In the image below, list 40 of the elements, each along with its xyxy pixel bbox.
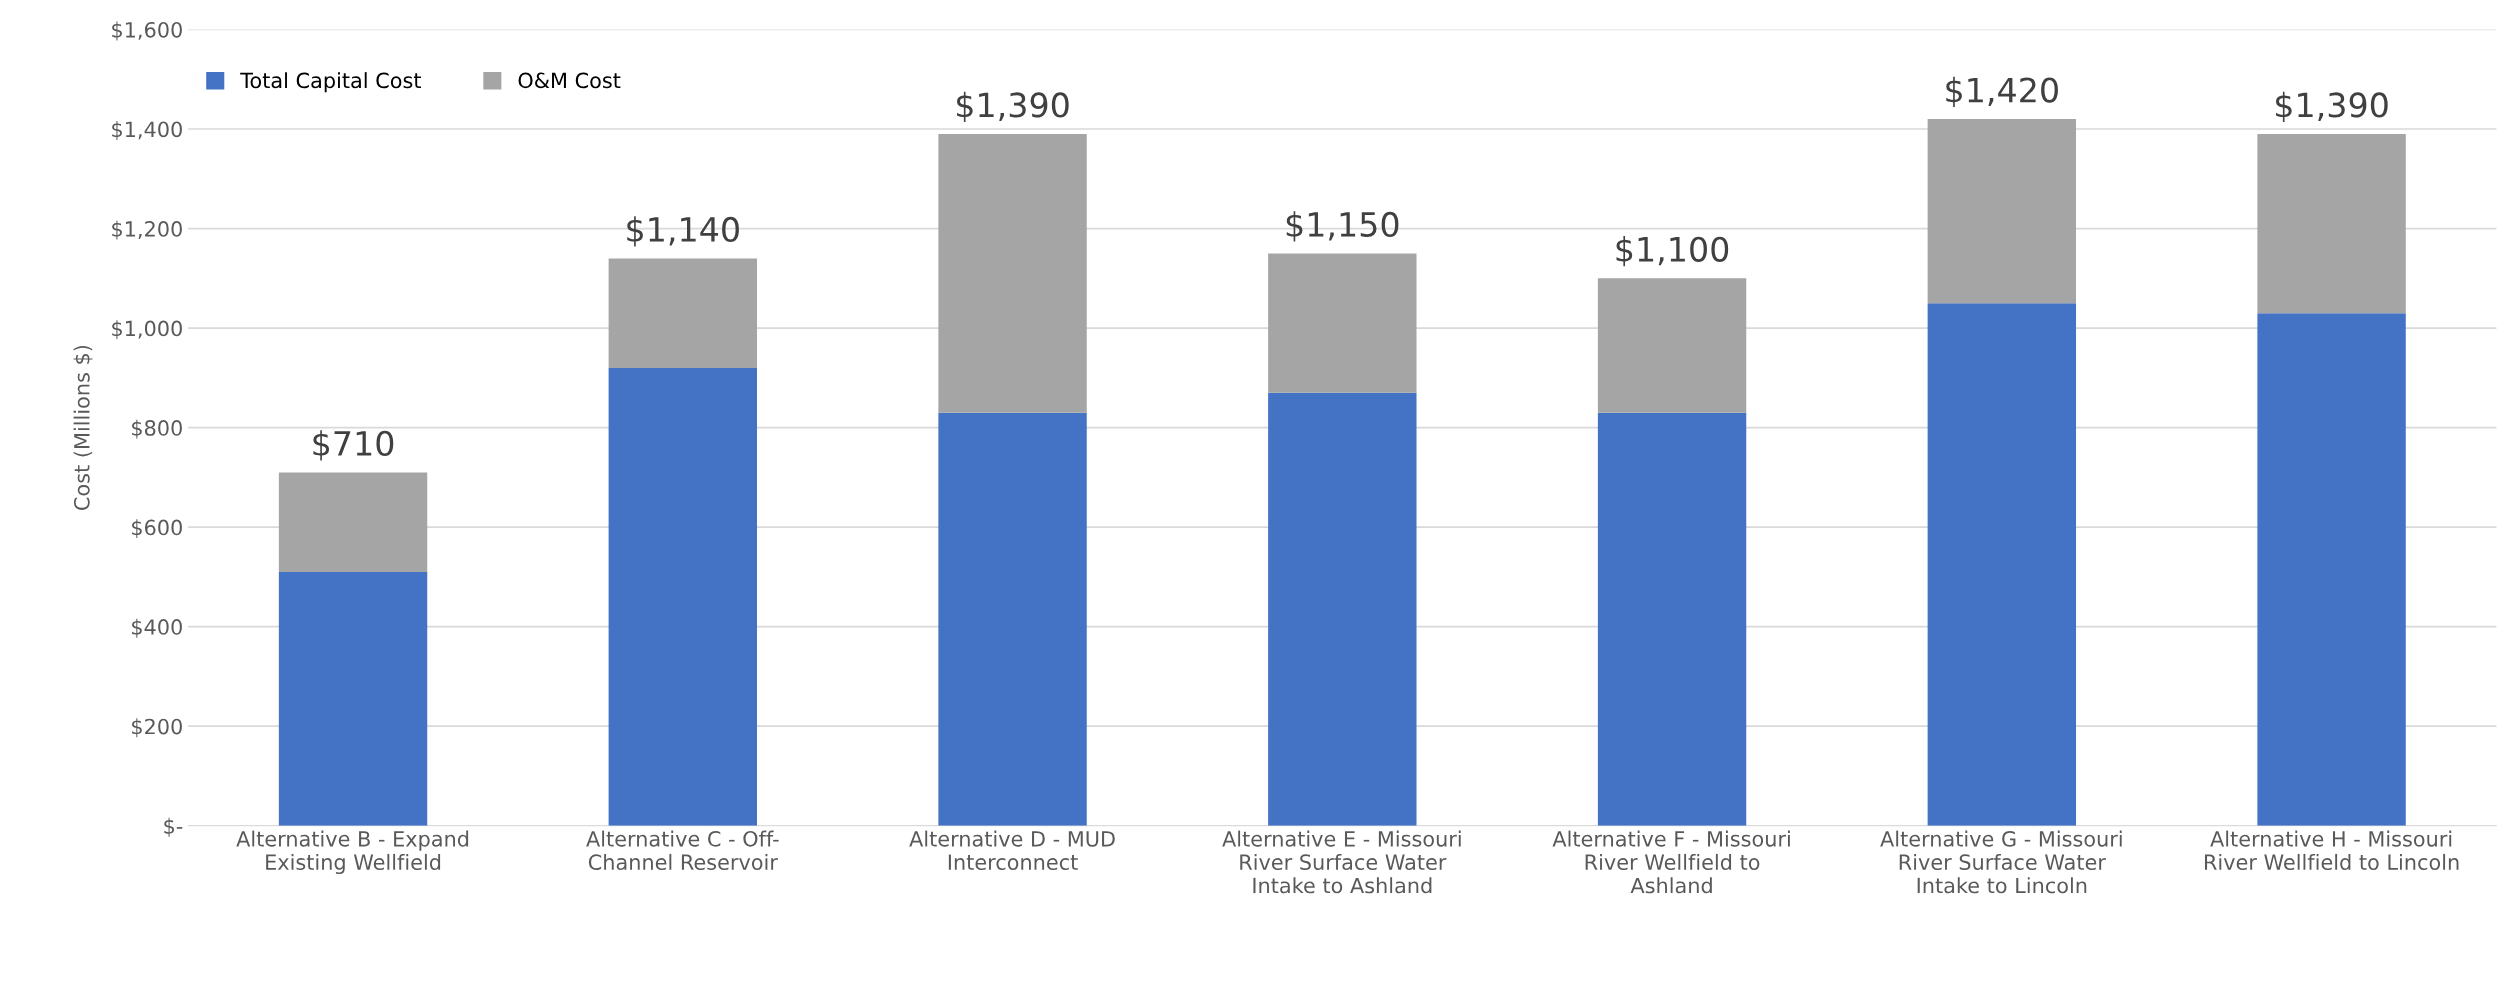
total-label: $710 (313, 430, 394, 461)
bar (1927, 119, 2077, 304)
x-tick-label: Alternative D - MUD Interconnect (909, 830, 1115, 871)
legend-label: Total Capital Cost (240, 72, 422, 93)
bar (938, 134, 1087, 413)
x-tick-label: Alternative B - Expand Existing Wellfield (236, 830, 469, 875)
bar (1268, 253, 1417, 393)
y-tick-label: $800 (132, 419, 182, 439)
y-axis-title: Cost (Millions $) (73, 345, 93, 510)
bar (2257, 313, 2406, 826)
bar (608, 367, 757, 826)
total-label: $1,140 (627, 216, 739, 247)
x-tick-label: Alternative E - Missouri River Surface Water Intake to Ashland (1222, 830, 1461, 894)
bar (1927, 303, 2077, 826)
y-tick-label: $200 (132, 718, 182, 738)
x-tick-label: Alternative G - Missouri River Surface Water Intake to Lincoln (1880, 830, 2122, 894)
y-tick-label: $1,200 (112, 220, 182, 240)
legend-label: O&M Cost (518, 72, 621, 89)
bar (278, 571, 428, 826)
bar (1597, 278, 1747, 413)
total-label: $1,390 (957, 91, 1069, 123)
total-label: $1,100 (1616, 236, 1729, 267)
bar (1268, 392, 1417, 826)
total-label: $1,150 (1286, 211, 1399, 242)
bar (938, 412, 1087, 826)
bar (2257, 134, 2406, 314)
y-tick-label: $1,000 (112, 320, 182, 340)
y-tick-label: $- (164, 817, 183, 837)
x-tick-label: Alternative F - Missouri River Wellfield to Ashland (1552, 830, 1790, 894)
bar (1597, 412, 1747, 826)
total-label: $1,390 (2276, 91, 2388, 123)
x-tick-label: Alternative C - Off- Channel Reservoir (586, 830, 779, 871)
bar (278, 472, 428, 572)
y-tick-label: $600 (132, 519, 182, 539)
y-tick-label: $1,600 (112, 21, 182, 41)
x-tick-label: Alternative H - Missouri River Wellfield to Lincoln (2204, 830, 2459, 871)
y-tick-label: $1,400 (112, 121, 182, 140)
y-tick-label: $400 (132, 618, 182, 638)
total-label: $1,420 (1946, 76, 2058, 108)
bar (608, 258, 757, 368)
